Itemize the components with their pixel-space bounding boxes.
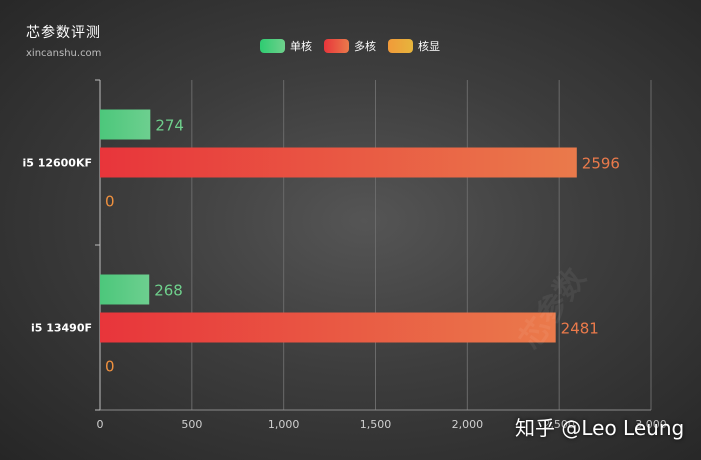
- legend-swatch-igpu: [388, 39, 413, 53]
- x-tick-label: 500: [181, 418, 202, 431]
- x-tick-label: 1,500: [360, 418, 392, 431]
- legend-item-igpu[interactable]: 核显: [388, 38, 440, 54]
- zhihu-watermark: 知乎 @Leo Leung: [515, 416, 685, 440]
- data-label: 0: [105, 193, 115, 211]
- legend-swatch-multi: [324, 39, 349, 53]
- data-label: 0: [105, 358, 115, 376]
- bar-single[interactable]: [100, 274, 150, 305]
- legend-swatch-single: [260, 39, 285, 53]
- bar-multi[interactable]: [100, 147, 577, 178]
- x-tick-label: 2,500: [543, 418, 575, 431]
- category-label: i5 13490F: [31, 322, 92, 335]
- chart-title: 芯参数评测: [26, 25, 101, 41]
- category-label: i5 12600KF: [22, 157, 92, 170]
- legend-label-multi: 多核: [354, 40, 376, 53]
- data-label: 2481: [561, 320, 599, 338]
- x-tick-label: 2,000: [452, 418, 484, 431]
- legend-item-multi[interactable]: 多核: [324, 38, 376, 54]
- data-label: 2596: [582, 155, 620, 173]
- bar-single[interactable]: [100, 109, 151, 140]
- x-tick-label: 1,000: [268, 418, 300, 431]
- bar-multi[interactable]: [100, 312, 556, 343]
- legend-item-single[interactable]: 单核: [260, 38, 312, 54]
- chart-subtitle: xincanshu.com: [26, 48, 102, 59]
- x-tick-label: 3,000: [635, 418, 667, 431]
- x-tick-label: 0: [97, 418, 104, 431]
- legend-label-igpu: 核显: [418, 40, 440, 53]
- data-label: 274: [155, 117, 184, 135]
- data-label: 268: [154, 282, 183, 300]
- legend-label-single: 单核: [290, 40, 312, 53]
- legend: 单核 多核 核显: [260, 38, 440, 54]
